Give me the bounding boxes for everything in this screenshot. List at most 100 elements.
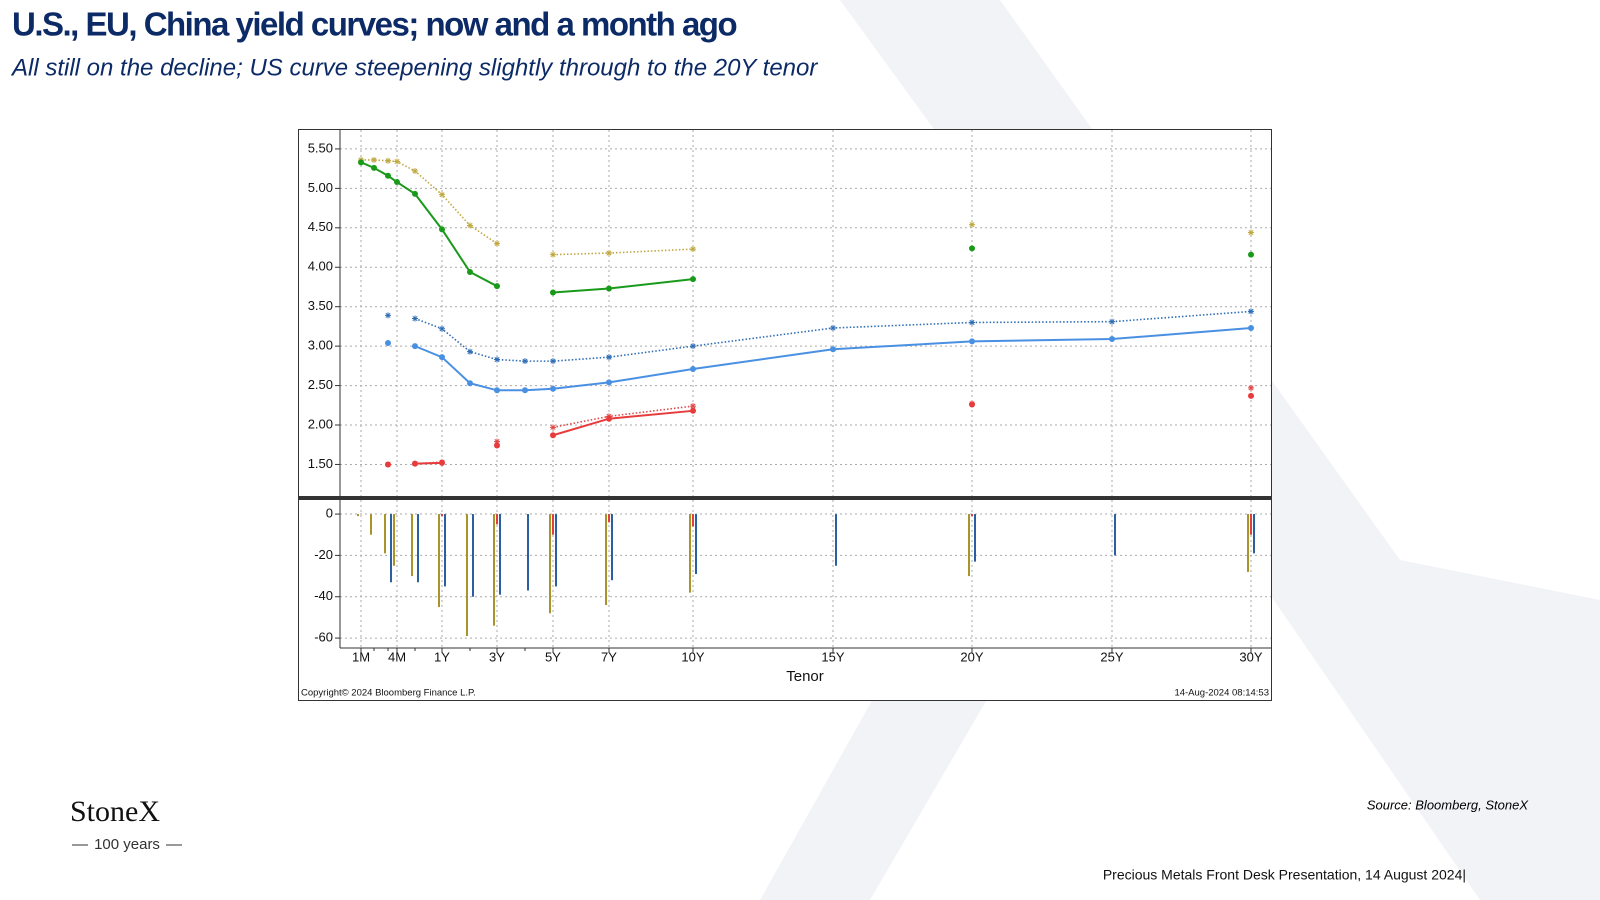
star-marker xyxy=(385,312,391,319)
bar xyxy=(1253,514,1255,554)
bar xyxy=(1247,514,1249,572)
x-tick-label: 1Y xyxy=(434,649,450,664)
dot-marker xyxy=(690,276,696,283)
x-tick-label: 30Y xyxy=(1239,649,1262,664)
star-marker xyxy=(606,354,612,361)
dot-marker xyxy=(969,338,975,345)
x-tick-label: 15Y xyxy=(821,649,844,664)
copyright: Copyright© 2024 Bloomberg Finance L.P. xyxy=(301,688,476,699)
star-marker xyxy=(494,438,500,445)
y-tick-label: 4.00 xyxy=(308,259,333,274)
x-axis-label: Tenor xyxy=(786,668,824,685)
y-tick-label: 5.50 xyxy=(308,140,333,155)
y-tick-label: 0 xyxy=(326,505,333,520)
footer-text: Precious Metals Front Desk Presentation,… xyxy=(1103,867,1466,883)
y-tick-label: 4.50 xyxy=(308,219,333,234)
dot-marker xyxy=(1248,324,1254,331)
star-marker xyxy=(690,403,696,410)
dot-marker xyxy=(969,245,975,252)
source: Source: Bloomberg, StoneX xyxy=(1367,797,1529,812)
dot-marker xyxy=(1248,251,1254,258)
slide-title: U.S., EU, China yield curves; now and a … xyxy=(12,6,736,43)
bar xyxy=(552,514,554,535)
star-marker xyxy=(550,358,556,365)
star-marker xyxy=(1248,308,1254,315)
bar xyxy=(499,514,501,595)
y-tick-label: 3.00 xyxy=(308,338,333,353)
bar xyxy=(692,514,694,527)
curve xyxy=(414,326,1252,392)
star-marker xyxy=(1248,229,1254,236)
bar xyxy=(466,514,468,637)
y-tick-label: 1.50 xyxy=(308,456,333,471)
x-tick-label: 25Y xyxy=(1100,649,1123,664)
dot-marker xyxy=(550,432,556,439)
logo-sub: 100 years xyxy=(94,836,160,853)
bar xyxy=(608,514,610,523)
x-tick-label: 1M xyxy=(352,649,370,664)
dot-marker xyxy=(494,442,500,449)
bar xyxy=(370,514,372,535)
star-marker xyxy=(550,424,556,431)
x-tick-label: 7Y xyxy=(601,649,617,664)
bar xyxy=(1250,514,1252,535)
star-marker xyxy=(494,240,500,247)
y-tick-label: -40 xyxy=(314,588,333,603)
dot-marker xyxy=(606,285,612,292)
star-marker xyxy=(467,222,473,229)
star-marker xyxy=(385,157,391,164)
bar xyxy=(493,514,495,626)
dot-marker xyxy=(439,459,445,466)
dot-marker xyxy=(394,179,400,186)
star-marker xyxy=(1109,318,1115,325)
star-marker xyxy=(522,358,528,365)
y-tick-label: -60 xyxy=(314,630,333,645)
x-tick-label: 10Y xyxy=(681,649,704,664)
y-tick-label: 2.50 xyxy=(308,377,333,392)
dot-marker xyxy=(371,164,377,171)
x-tick-label: 3Y xyxy=(489,649,505,664)
bar xyxy=(611,514,613,581)
dot-marker xyxy=(522,387,528,394)
bar xyxy=(417,514,419,583)
bar xyxy=(555,514,557,587)
timestamp: 14-Aug-2024 08:14:53 xyxy=(1174,688,1269,699)
panel-divider xyxy=(298,496,1272,500)
chart-frame xyxy=(298,129,1272,701)
dot-marker xyxy=(439,354,445,361)
bar xyxy=(549,514,551,614)
bar xyxy=(393,514,395,566)
y-tick-label: -20 xyxy=(314,547,333,562)
x-tick-label: 20Y xyxy=(960,649,983,664)
bar xyxy=(605,514,607,606)
bar xyxy=(411,514,413,577)
bar xyxy=(968,514,970,577)
dot-marker xyxy=(385,461,391,468)
bar xyxy=(1114,514,1116,556)
logo: StoneX xyxy=(70,795,160,828)
y-tick-label: 5.00 xyxy=(308,180,333,195)
dot-marker xyxy=(412,190,418,197)
star-marker xyxy=(412,315,418,322)
star-marker xyxy=(439,325,445,332)
star-marker xyxy=(690,343,696,350)
dot-marker xyxy=(969,401,975,408)
y-tick-label: 3.50 xyxy=(308,298,333,313)
bar xyxy=(971,514,973,517)
dot-marker xyxy=(412,343,418,350)
dot-marker xyxy=(1248,392,1254,399)
dot-marker xyxy=(385,339,391,346)
dot-marker xyxy=(358,159,364,166)
dot-marker xyxy=(385,172,391,179)
bar xyxy=(527,514,529,591)
plot: 1.50 2.00 2.50 3.00 3.50 4.00 4.50 5.00 5.50 -60 -… xyxy=(308,130,1271,685)
bar xyxy=(835,514,837,566)
dot-marker xyxy=(439,226,445,233)
bar xyxy=(441,514,443,517)
dot-marker xyxy=(830,346,836,353)
bar xyxy=(974,514,976,562)
x-tick-label: 4M xyxy=(388,649,406,664)
dot-marker xyxy=(467,268,473,275)
